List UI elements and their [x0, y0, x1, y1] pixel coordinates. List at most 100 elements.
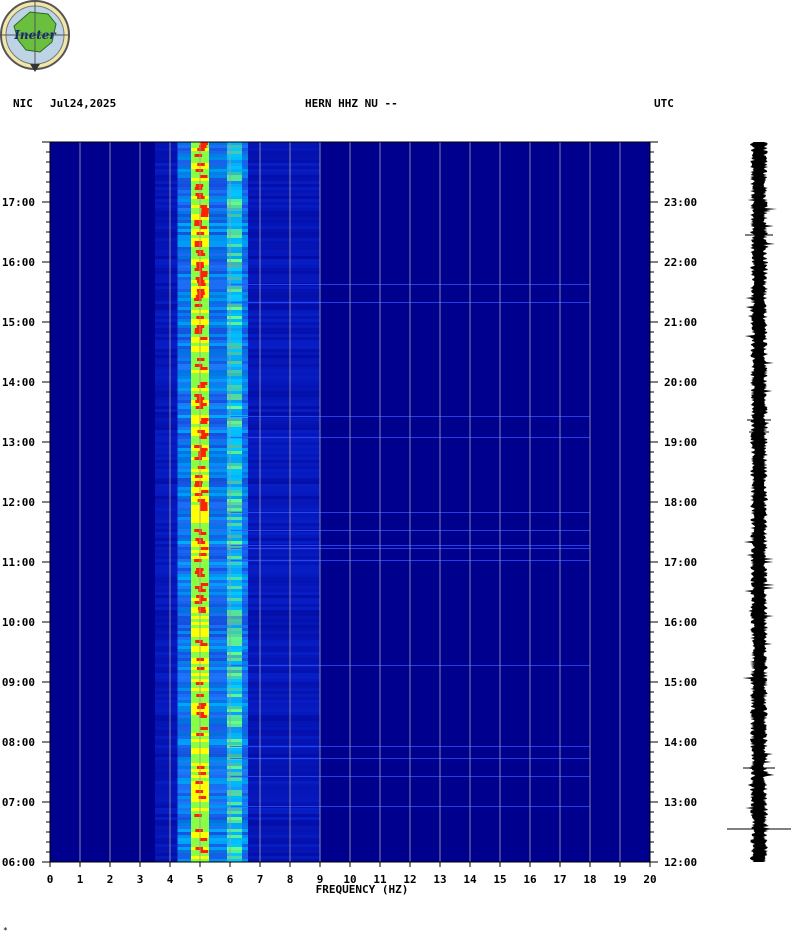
x-tick-label-20: 20	[643, 873, 656, 886]
energy-shoulder	[177, 445, 248, 448]
secondary-band	[227, 412, 242, 415]
secondary-band	[227, 469, 242, 472]
energy-shoulder	[177, 223, 248, 226]
secondary-band	[227, 562, 242, 565]
hot-spot	[194, 559, 202, 562]
energy-shoulder	[177, 352, 248, 355]
energy-shoulder	[177, 286, 248, 289]
energy-shoulder	[177, 235, 248, 238]
energy-shoulder	[177, 412, 248, 415]
secondary-band	[227, 829, 242, 832]
energy-shoulder	[177, 814, 248, 817]
secondary-band	[227, 541, 242, 544]
energy-shoulder	[177, 802, 248, 805]
secondary-band	[227, 220, 242, 223]
secondary-band	[227, 445, 242, 448]
energy-shoulder	[177, 775, 248, 778]
y-left-label: 17:00	[2, 196, 35, 209]
secondary-band	[227, 307, 242, 310]
y-left-label: 08:00	[2, 736, 35, 749]
energy-shoulder	[177, 793, 248, 796]
energy-shoulder	[177, 742, 248, 745]
hot-spot	[195, 406, 204, 409]
energy-shoulder	[177, 832, 248, 835]
energy-shoulder	[177, 808, 248, 811]
secondary-band	[227, 376, 242, 379]
energy-shoulder	[177, 433, 248, 436]
x-tick-label-14: 14	[463, 873, 477, 886]
energy-shoulder	[177, 634, 248, 637]
secondary-band	[227, 202, 242, 205]
secondary-band	[227, 274, 242, 277]
energy-shoulder	[177, 508, 248, 511]
y-left-label: 12:00	[2, 496, 35, 509]
energy-shoulder	[177, 625, 248, 628]
hot-spot	[197, 706, 205, 709]
secondary-band	[227, 367, 242, 370]
logo-pin	[30, 64, 40, 72]
hot-spot	[194, 154, 203, 157]
energy-shoulder	[177, 370, 248, 373]
energy-shoulder	[177, 817, 248, 820]
secondary-band	[227, 787, 242, 790]
energy-shoulder	[177, 244, 248, 247]
secondary-band	[227, 748, 242, 751]
energy-shoulder	[177, 154, 248, 157]
energy-shoulder	[177, 226, 248, 229]
energy-shoulder	[177, 454, 248, 457]
secondary-band	[227, 583, 242, 586]
secondary-band	[227, 316, 242, 319]
secondary-band	[227, 826, 242, 829]
hot-spot	[197, 148, 205, 151]
hot-spot	[197, 430, 205, 433]
y-left-label: 16:00	[2, 256, 35, 269]
secondary-band	[227, 571, 242, 574]
secondary-band	[227, 688, 242, 691]
energy-shoulder	[177, 733, 248, 736]
energy-shoulder	[177, 637, 248, 640]
energy-shoulder	[177, 529, 248, 532]
energy-shoulder	[177, 175, 248, 178]
energy-shoulder	[177, 718, 248, 721]
energy-shoulder	[177, 319, 248, 322]
energy-shoulder	[177, 595, 248, 598]
secondary-band	[227, 322, 242, 325]
hot-spot	[194, 298, 202, 301]
logo-text: Ineter	[13, 28, 57, 42]
secondary-band	[227, 634, 242, 637]
hot-spot	[200, 271, 208, 274]
energy-shoulder	[177, 202, 248, 205]
energy-shoulder	[177, 289, 248, 292]
energy-shoulder	[177, 784, 248, 787]
secondary-band	[227, 373, 242, 376]
energy-shoulder	[177, 679, 248, 682]
secondary-band	[227, 247, 242, 250]
secondary-band	[227, 592, 242, 595]
energy-shoulder	[177, 490, 248, 493]
energy-shoulder	[177, 193, 248, 196]
secondary-band	[227, 304, 242, 307]
energy-shoulder	[177, 316, 248, 319]
energy-shoulder	[177, 232, 248, 235]
secondary-band	[227, 655, 242, 658]
energy-shoulder	[177, 196, 248, 199]
hot-spot	[199, 403, 207, 406]
secondary-band	[227, 277, 242, 280]
energy-shoulder	[177, 211, 248, 214]
hot-spot	[194, 493, 203, 496]
secondary-band	[227, 319, 242, 322]
energy-shoulder	[177, 271, 248, 274]
energy-shoulder	[177, 799, 248, 802]
secondary-band	[227, 577, 242, 580]
hot-spot	[199, 382, 208, 385]
secondary-band	[227, 271, 242, 274]
energy-shoulder	[177, 853, 248, 856]
hot-spot	[198, 772, 206, 775]
energy-shoulder	[177, 355, 248, 358]
energy-shoulder	[177, 544, 248, 547]
energy-shoulder	[177, 727, 248, 730]
secondary-band	[227, 820, 242, 823]
y-right-label: 21:00	[664, 316, 697, 329]
energy-shoulder	[177, 343, 248, 346]
secondary-band	[227, 418, 242, 421]
